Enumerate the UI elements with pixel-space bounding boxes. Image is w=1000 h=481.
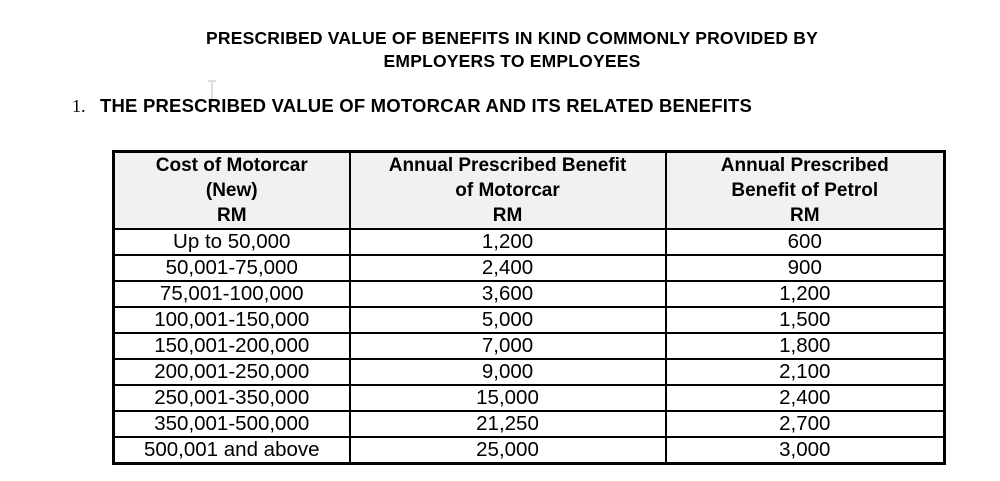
document-title-line2: EMPLOYERS TO EMPLOYEES — [383, 51, 641, 71]
cell-petrol-benefit: 900 — [664, 254, 946, 282]
cell-motorcar-benefit: 25,000 — [348, 436, 667, 465]
cell-motorcar-benefit: 3,600 — [348, 280, 667, 308]
cell-cost-range: 200,001-250,000 — [112, 358, 351, 386]
cell-motorcar-benefit: 5,000 — [348, 306, 667, 334]
cell-petrol-benefit: 2,400 — [664, 384, 946, 412]
cell-motorcar-benefit: 7,000 — [348, 332, 667, 360]
header-line: RM — [789, 205, 820, 226]
header-line: Cost of Motorcar — [155, 155, 308, 176]
section-heading-row: 1. THE PRESCRIBED VALUE OF MOTORCAR AND I… — [72, 95, 752, 117]
cell-cost-range: 250,001-350,000 — [112, 384, 351, 412]
table-row: 200,001-250,000 9,000 2,100 — [112, 358, 946, 386]
cell-motorcar-benefit: 21,250 — [348, 410, 667, 438]
header-line: of Motorcar — [455, 180, 560, 201]
cell-cost-range: 50,001-75,000 — [112, 254, 351, 282]
header-row: Cost of Motorcar (New) RM Annual Prescri… — [112, 150, 946, 230]
header-line: Annual Prescribed — [720, 155, 889, 176]
table-row: 250,001-350,000 15,000 2,400 — [112, 384, 946, 412]
cell-cost-range: 100,001-150,000 — [112, 306, 351, 334]
table-row: 75,001-100,000 3,600 1,200 — [112, 280, 946, 308]
header-line: RM — [492, 205, 523, 226]
text-cursor-artifact — [207, 80, 217, 102]
cell-cost-range: Up to 50,000 — [112, 228, 351, 256]
header-line: RM — [216, 205, 247, 226]
table-row: 100,001-150,000 5,000 1,500 — [112, 306, 946, 334]
cell-motorcar-benefit: 1,200 — [348, 228, 667, 256]
column-header-petrol-benefit: Annual Prescribed Benefit of Petrol RM — [664, 150, 946, 230]
cell-petrol-benefit: 2,100 — [664, 358, 946, 386]
cell-cost-range: 75,001-100,000 — [112, 280, 351, 308]
cell-motorcar-benefit: 15,000 — [348, 384, 667, 412]
column-header-cost: Cost of Motorcar (New) RM — [112, 150, 351, 230]
table-row: 150,001-200,000 7,000 1,800 — [112, 332, 946, 360]
cell-petrol-benefit: 1,500 — [664, 306, 946, 334]
cell-cost-range: 500,001 and above — [112, 436, 351, 465]
cell-motorcar-benefit: 2,400 — [348, 254, 667, 282]
header-line: (New) — [205, 180, 258, 201]
table-row: 50,001-75,000 2,400 900 — [112, 254, 946, 282]
section-number: 1. — [72, 96, 86, 116]
benefits-table: Cost of Motorcar (New) RM Annual Prescri… — [112, 150, 946, 465]
cell-petrol-benefit: 600 — [664, 228, 946, 256]
column-header-motorcar-benefit: Annual Prescribed Benefit of Motorcar RM — [348, 150, 667, 230]
cell-motorcar-benefit: 9,000 — [348, 358, 667, 386]
cell-cost-range: 350,001-500,000 — [112, 410, 351, 438]
table-row: 500,001 and above 25,000 3,000 — [112, 436, 946, 465]
table-row: Up to 50,000 1,200 600 — [112, 228, 946, 256]
cell-petrol-benefit: 3,000 — [664, 436, 946, 465]
document-title-line1: PRESCRIBED VALUE OF BENEFITS IN KIND COM… — [206, 28, 818, 48]
section-heading: THE PRESCRIBED VALUE OF MOTORCAR AND ITS… — [100, 95, 753, 116]
table-row: 350,001-500,000 21,250 2,700 — [112, 410, 946, 438]
header-line: Benefit of Petrol — [731, 180, 879, 201]
header-line: Annual Prescribed Benefit — [388, 155, 627, 176]
cell-petrol-benefit: 2,700 — [664, 410, 946, 438]
document-title: PRESCRIBED VALUE OF BENEFITS IN KIND COM… — [12, 27, 1000, 73]
cell-petrol-benefit: 1,800 — [664, 332, 946, 360]
cell-petrol-benefit: 1,200 — [664, 280, 946, 308]
cell-cost-range: 150,001-200,000 — [112, 332, 351, 360]
